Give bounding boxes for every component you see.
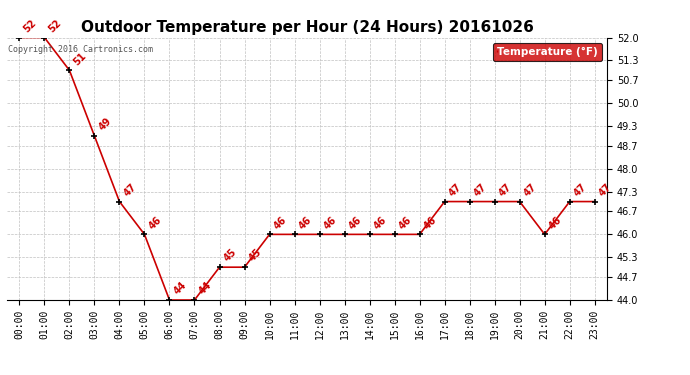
Text: 46: 46 (297, 214, 314, 231)
Title: Outdoor Temperature per Hour (24 Hours) 20161026: Outdoor Temperature per Hour (24 Hours) … (81, 20, 533, 35)
Text: 46: 46 (547, 214, 564, 231)
Text: 47: 47 (122, 182, 139, 198)
Text: 44: 44 (172, 280, 188, 297)
Text: 52: 52 (22, 18, 39, 34)
Text: Copyright 2016 Cartronics.com: Copyright 2016 Cartronics.com (8, 45, 153, 54)
Text: 49: 49 (97, 116, 114, 133)
Text: 47: 47 (447, 182, 464, 198)
Text: 47: 47 (522, 182, 539, 198)
Text: 47: 47 (472, 182, 489, 198)
Text: 51: 51 (72, 50, 88, 67)
Legend: Temperature (°F): Temperature (°F) (493, 43, 602, 61)
Text: 47: 47 (572, 182, 589, 198)
Text: 44: 44 (197, 280, 214, 297)
Text: 45: 45 (222, 247, 239, 264)
Text: 46: 46 (147, 214, 164, 231)
Text: 46: 46 (272, 214, 288, 231)
Text: 52: 52 (47, 18, 63, 34)
Text: 47: 47 (497, 182, 514, 198)
Text: 45: 45 (247, 247, 264, 264)
Text: 46: 46 (372, 214, 388, 231)
Text: 46: 46 (397, 214, 414, 231)
Text: 46: 46 (322, 214, 339, 231)
Text: 46: 46 (422, 214, 439, 231)
Text: 47: 47 (598, 182, 614, 198)
Text: 46: 46 (347, 214, 364, 231)
